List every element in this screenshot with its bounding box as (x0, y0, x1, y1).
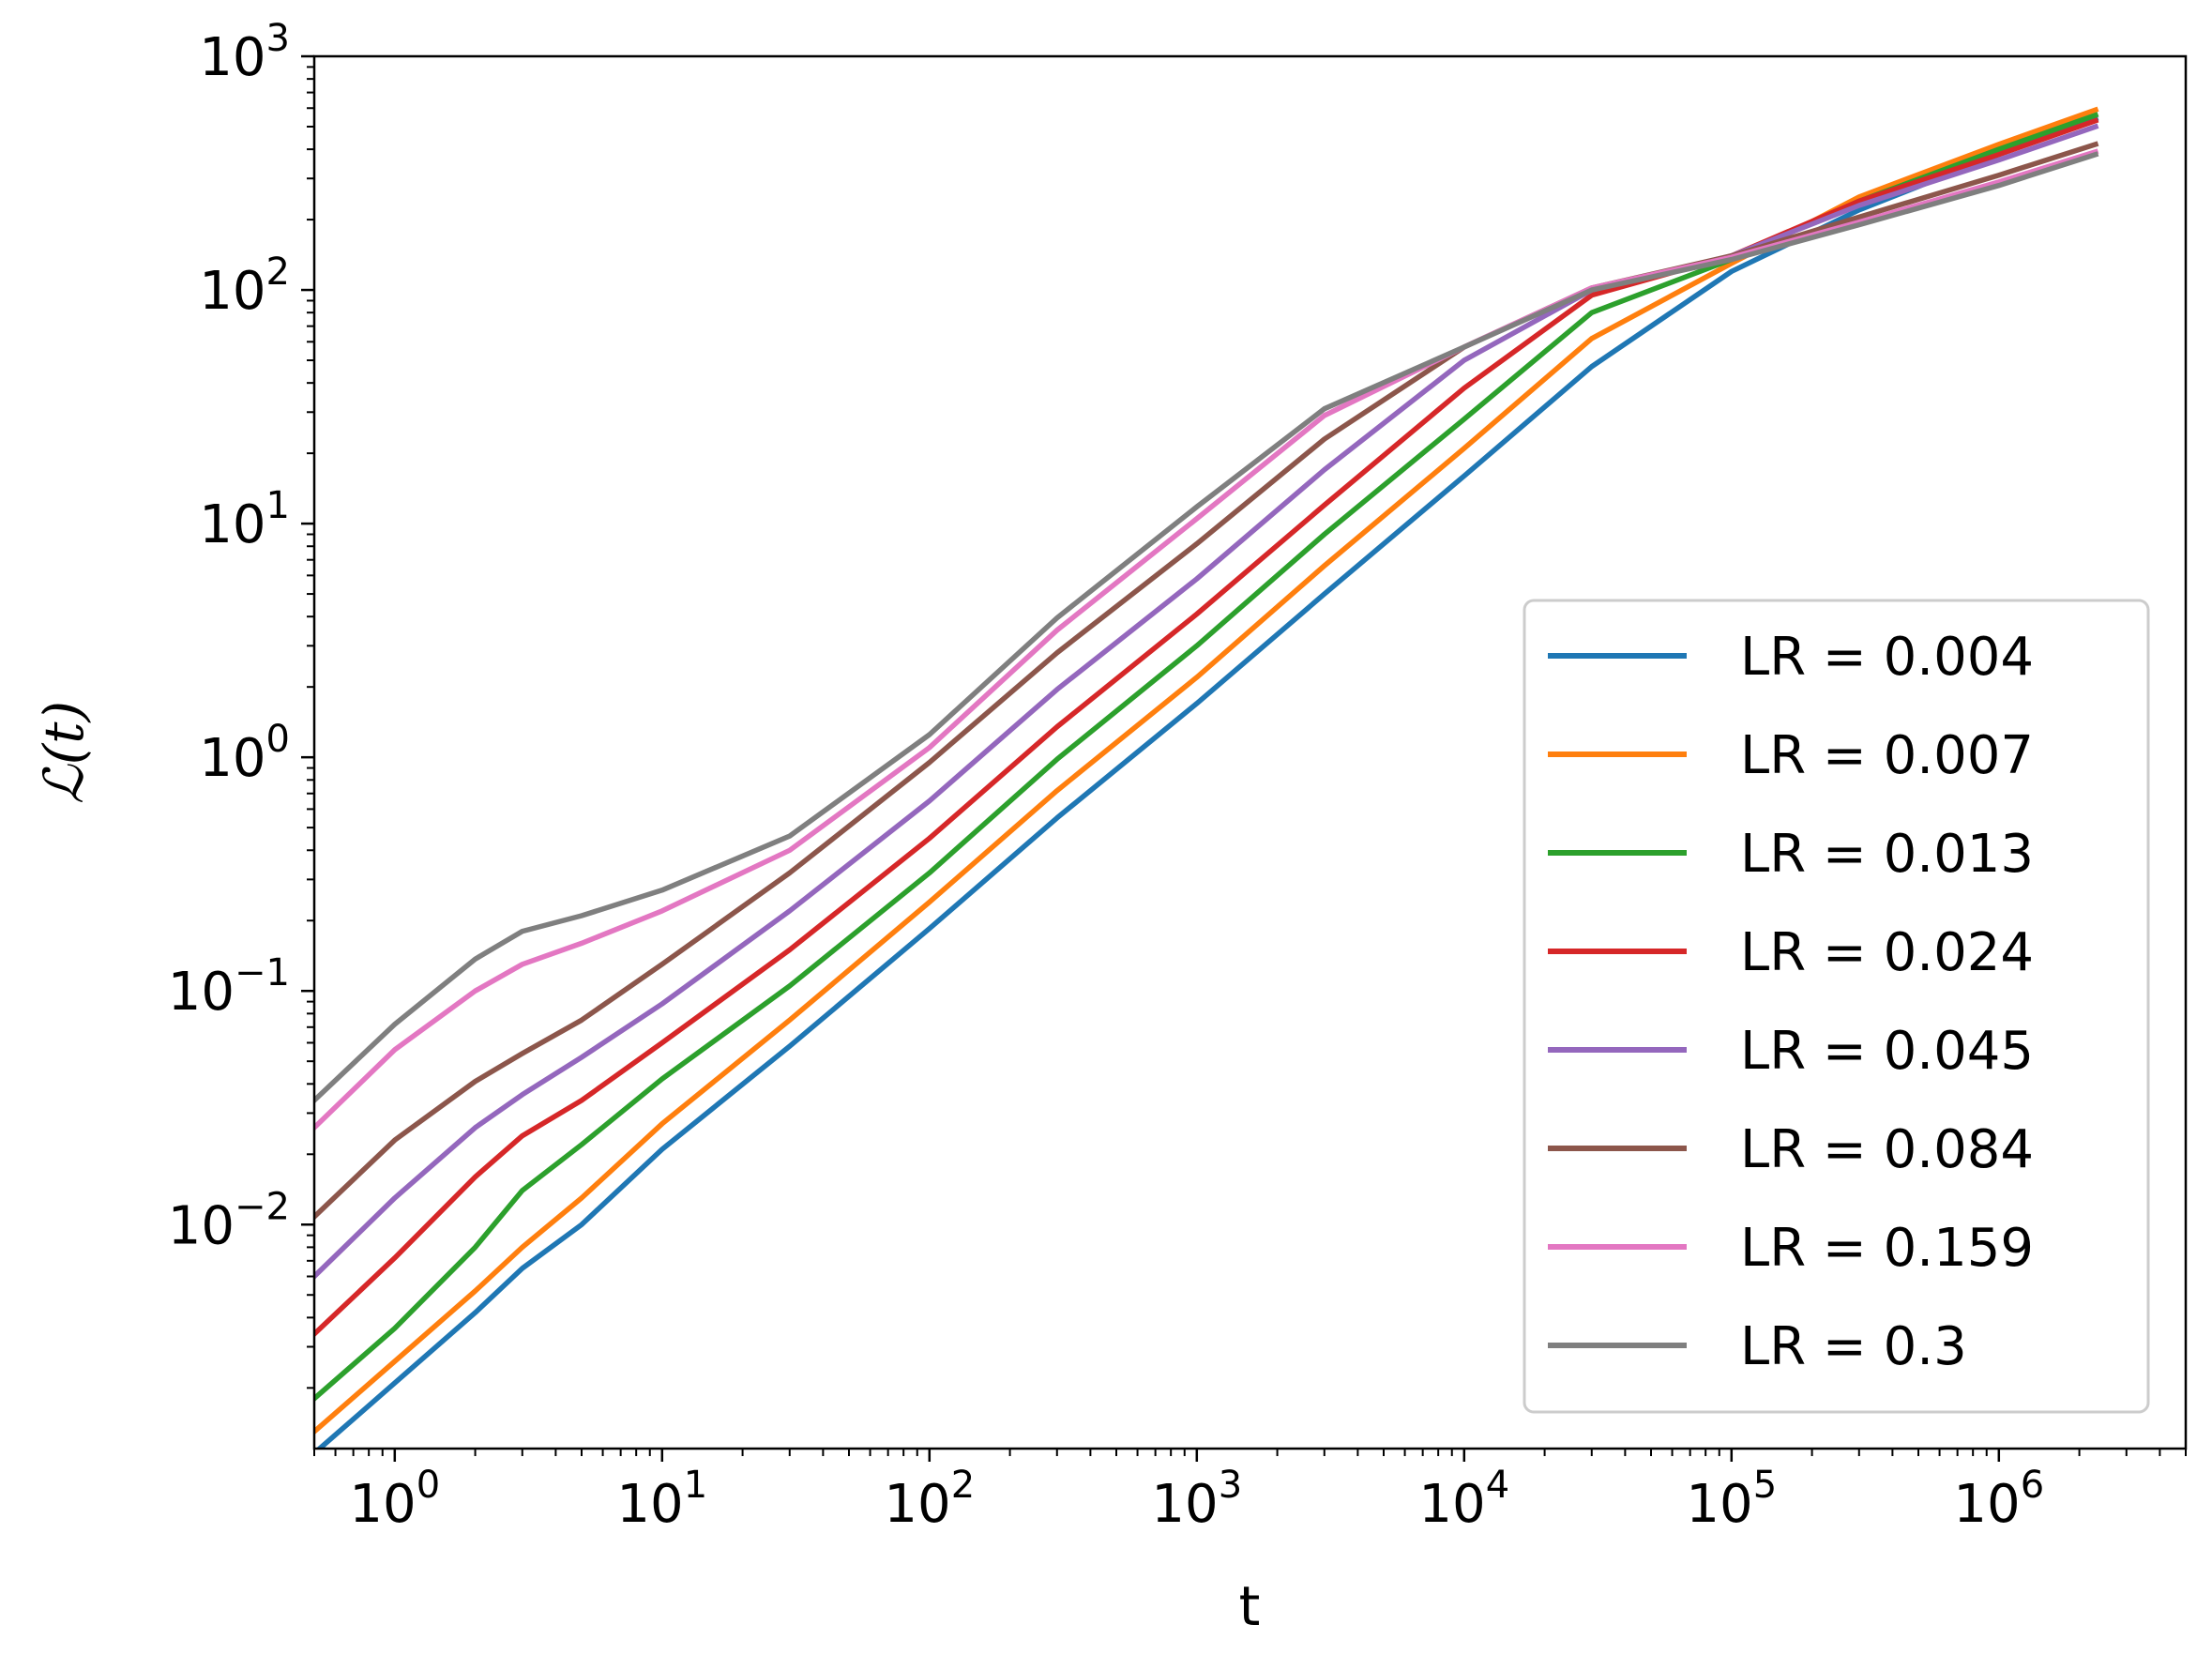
plot-area (314, 106, 2099, 1449)
x-tick-label: 102 (884, 1464, 975, 1535)
series-line-8 (314, 151, 2099, 1104)
y-tick-label: 101 (199, 484, 290, 555)
series-lines (314, 106, 2099, 1449)
x-tick-label: 101 (616, 1464, 707, 1535)
y-tick-label: 102 (199, 250, 290, 322)
series-line-1 (315, 115, 2099, 1449)
y-tick-label: 10−1 (168, 951, 290, 1023)
legend-label: LR = 0.084 (1740, 1119, 2034, 1180)
x-tick-label: 106 (1953, 1464, 2044, 1535)
legend-label: LR = 0.3 (1740, 1316, 1967, 1377)
x-axis: 100 101 102 103 104 105 106 (313, 1449, 2187, 1535)
axes-frame (312, 54, 2188, 1450)
y-axis: 10−2 10−1 100 101 102 103 (168, 17, 314, 1389)
x-tick-label: 105 (1686, 1464, 1777, 1535)
legend-label: LR = 0.007 (1740, 725, 2034, 786)
y-axis-label: ℒ(t) (32, 701, 96, 804)
legend-label: LR = 0.013 (1740, 824, 2034, 885)
y-tick-label: 103 (199, 17, 290, 88)
series-line-5 (314, 123, 2099, 1281)
x-axis-label: t (1239, 1574, 1261, 1638)
x-tick-label: 103 (1151, 1464, 1242, 1535)
legend-box (1523, 599, 2150, 1414)
x-tick-label: 100 (349, 1464, 440, 1535)
legend-label: LR = 0.024 (1740, 922, 2034, 983)
legend-label: LR = 0.159 (1740, 1218, 2034, 1279)
y-tick-label: 100 (199, 718, 290, 789)
legend-label: LR = 0.045 (1740, 1021, 2034, 1082)
legend-label: LR = 0.004 (1740, 627, 2034, 688)
legend: LR = 0.004 LR = 0.007 LR = 0.013 LR = 0.024… (1523, 599, 2150, 1414)
x-tick-label: 104 (1418, 1464, 1509, 1535)
y-tick-label: 10−2 (168, 1185, 290, 1256)
